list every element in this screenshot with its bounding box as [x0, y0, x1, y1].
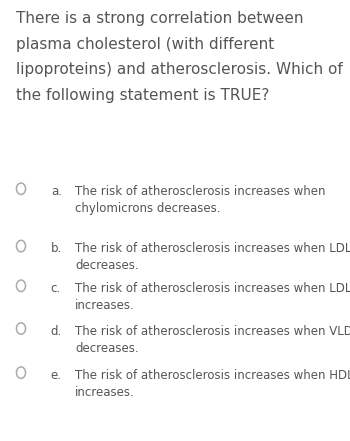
Text: The risk of atherosclerosis increases when
chylomicrons decreases.: The risk of atherosclerosis increases wh…: [75, 185, 326, 215]
Text: The risk of atherosclerosis increases when LDL
increases.: The risk of atherosclerosis increases wh…: [75, 282, 350, 312]
Text: The risk of atherosclerosis increases when HDL
increases.: The risk of atherosclerosis increases wh…: [75, 369, 350, 399]
Text: The risk of atherosclerosis increases when LDL
decreases.: The risk of atherosclerosis increases wh…: [75, 242, 350, 272]
Text: c.: c.: [51, 282, 61, 295]
Text: There is a strong correlation between: There is a strong correlation between: [16, 11, 303, 26]
Text: the following statement is TRUE?: the following statement is TRUE?: [16, 88, 269, 103]
Text: e.: e.: [51, 369, 62, 381]
Text: lipoproteins) and atherosclerosis. Which of: lipoproteins) and atherosclerosis. Which…: [16, 62, 343, 77]
Text: b.: b.: [51, 242, 62, 255]
Text: The risk of atherosclerosis increases when VLDL
decreases.: The risk of atherosclerosis increases wh…: [75, 325, 350, 355]
Text: a.: a.: [51, 185, 62, 198]
Text: d.: d.: [51, 325, 62, 337]
Text: plasma cholesterol (with different: plasma cholesterol (with different: [16, 37, 274, 52]
